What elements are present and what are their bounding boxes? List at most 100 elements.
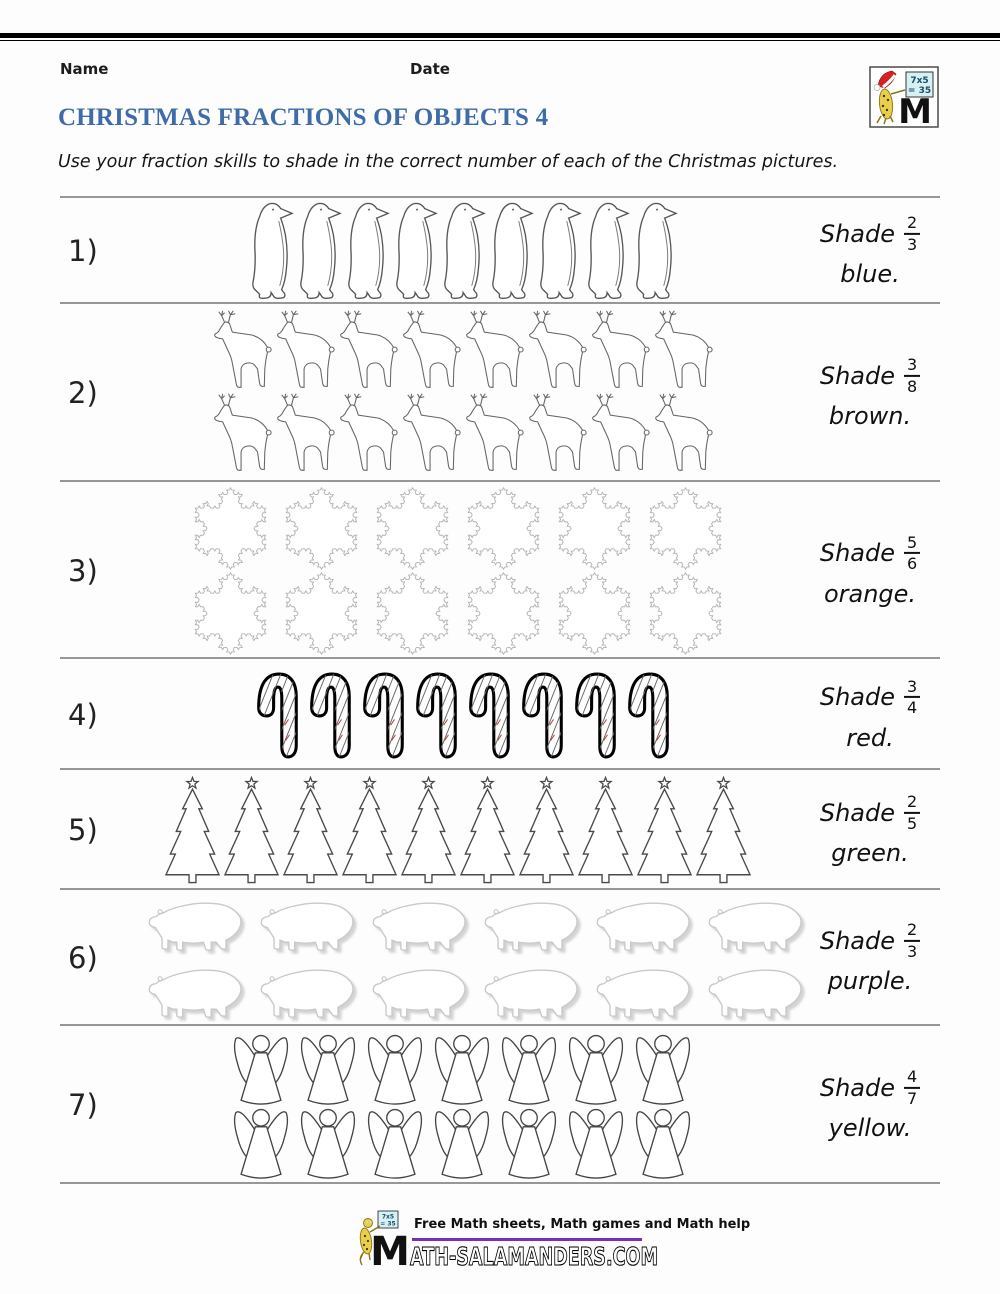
snowflake-icon	[276, 571, 367, 656]
reindeer-icon	[275, 310, 337, 393]
shade-color-word: orange.	[823, 579, 917, 608]
fraction-denominator: 3	[906, 234, 918, 254]
tree-icon	[399, 776, 458, 885]
fraction-numerator: 5	[903, 533, 921, 554]
shade-instruction: Shade 4 7 yellow.	[780, 1068, 960, 1142]
reindeer-icon	[338, 393, 400, 476]
shade-color-word: green.	[831, 839, 909, 868]
question-row-4: 4) Shade 3 4 red.	[60, 657, 940, 770]
salamander-icon	[876, 88, 906, 125]
svg-text:= 35: = 35	[380, 1221, 395, 1228]
question-row-7: 7) Shade 4 7 yellow.	[60, 1024, 940, 1184]
fraction: 5 6	[903, 533, 921, 573]
items-group-angels	[228, 1026, 697, 1184]
angel-icon	[496, 1105, 562, 1179]
fraction-numerator: 3	[903, 356, 921, 377]
penguin-icon	[439, 201, 493, 302]
reindeer-icon	[401, 393, 463, 476]
question-number: 7)	[68, 1088, 98, 1122]
snowflake-icon	[185, 486, 276, 571]
polar-bear-icon	[256, 958, 359, 1019]
angel-icon	[496, 1031, 562, 1105]
fraction-denominator: 8	[906, 376, 918, 396]
fraction: 4 7	[903, 1068, 921, 1107]
fraction-numerator: 2	[903, 214, 921, 235]
shade-word: Shade	[819, 539, 895, 567]
tree-icon	[517, 776, 576, 885]
site-name-text: ATH-SALAMANDERS.COM	[410, 1242, 658, 1271]
reindeer-icon	[527, 310, 589, 393]
reindeer-icon	[527, 393, 589, 476]
question-number: 2)	[68, 376, 98, 410]
angel-icon	[295, 1105, 361, 1179]
top-border-rule	[0, 33, 1000, 41]
shade-word: Shade	[819, 1073, 895, 1102]
penguin-icon	[487, 201, 541, 302]
name-label: Name	[60, 60, 109, 78]
penguin-icon	[391, 201, 445, 302]
instruction-text: Use your fraction skills to shade in the…	[58, 152, 839, 172]
snowflake-icon	[549, 486, 640, 571]
reindeer-icon	[653, 393, 715, 476]
shade-color-word: red.	[846, 723, 894, 752]
penguin-icon	[535, 201, 589, 302]
shade-word: Shade	[819, 361, 895, 390]
snowflake-icon	[640, 486, 731, 571]
svg-text:= 35: = 35	[908, 86, 931, 96]
angel-icon	[228, 1105, 294, 1179]
question-row-5: 5) Shade 2 5 green.	[60, 768, 940, 890]
tree-icon	[635, 776, 694, 885]
tree-icon	[222, 776, 281, 885]
angel-icon	[295, 1031, 361, 1105]
angel-icon	[362, 1105, 428, 1179]
question-number: 6)	[68, 941, 98, 975]
fraction-denominator: 4	[906, 698, 918, 717]
question-row-1: 1) Shade 2 3 blue.	[60, 196, 940, 304]
items-group-snowflakes	[185, 482, 731, 659]
angel-icon	[563, 1105, 629, 1179]
footer-accent-rule	[412, 1238, 642, 1241]
chalkboard-icon: 7x5 = 35	[905, 71, 934, 98]
candy-cane-icon	[462, 668, 515, 762]
snowflake-icon	[458, 571, 549, 656]
reindeer-icon	[338, 310, 400, 393]
penguin-icon	[583, 201, 637, 302]
reindeer-icon	[464, 393, 526, 476]
candy-cane-icon	[621, 668, 674, 762]
items-group-reindeer	[212, 304, 716, 482]
svg-text:7x5: 7x5	[382, 1214, 394, 1221]
m-letter: M	[370, 1229, 410, 1268]
footer-divider-rule	[60, 1182, 940, 1184]
fraction: 2 3	[903, 214, 921, 254]
fraction-denominator: 6	[906, 554, 918, 573]
candy-cane-icon	[515, 668, 568, 762]
fraction-numerator: 2	[903, 921, 921, 942]
svg-text:7x5: 7x5	[910, 76, 928, 86]
fraction: 3 8	[903, 356, 921, 396]
snowflake-icon	[367, 486, 458, 571]
polar-bear-icon	[592, 958, 695, 1019]
polar-bear-icon	[144, 891, 247, 952]
polar-bear-icon	[592, 891, 695, 952]
tree-icon	[163, 776, 222, 885]
items-group-trees	[163, 770, 753, 890]
items-group-polar-bears	[144, 890, 816, 1026]
tree-icon	[576, 776, 635, 885]
shade-color-word: brown.	[828, 402, 912, 431]
question-row-6: 6) Shade 2 3 purple.	[60, 888, 940, 1026]
shade-instruction: Shade 3 4 red.	[780, 677, 960, 752]
polar-bear-icon	[368, 891, 471, 952]
penguin-icon	[247, 201, 301, 302]
fraction-denominator: 3	[906, 941, 918, 961]
reindeer-icon	[401, 310, 463, 393]
reindeer-icon	[212, 310, 274, 393]
snowflake-icon	[185, 571, 276, 656]
question-row-2: 2) Shade 3 8 brown.	[60, 302, 940, 482]
penguin-icon	[631, 201, 685, 302]
question-row-3: 3) Shade 5 6 orange.	[60, 480, 940, 659]
candy-cane-icon	[409, 668, 462, 762]
footer-logo: 7x5 = 35 M	[359, 1210, 410, 1268]
snowflake-icon	[549, 571, 640, 656]
polar-bear-icon	[480, 891, 583, 952]
question-number: 3)	[68, 553, 98, 588]
